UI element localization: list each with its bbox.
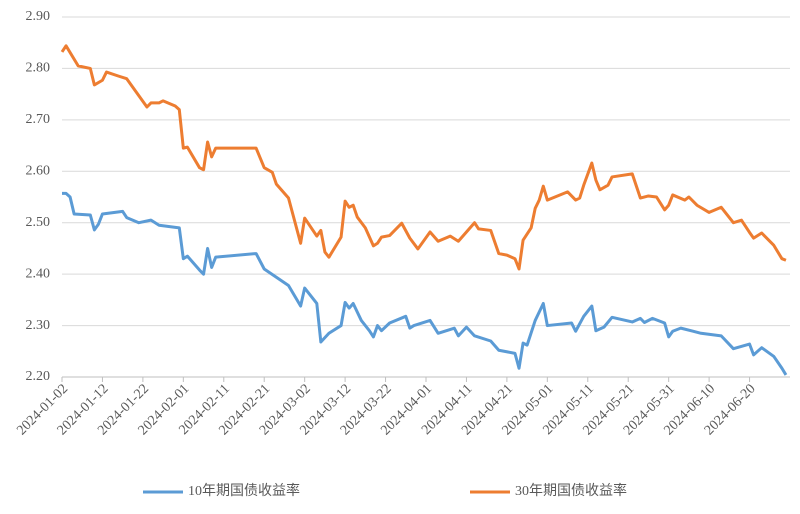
y-tick-label: 2.50 bbox=[26, 215, 51, 230]
y-tick-label: 2.40 bbox=[26, 266, 51, 281]
y-tick-label: 2.20 bbox=[26, 369, 51, 384]
y-tick-label: 2.60 bbox=[26, 164, 51, 179]
series-line bbox=[62, 191, 788, 376]
series-line bbox=[60, 44, 787, 271]
y-tick-label: 2.30 bbox=[26, 318, 51, 333]
y-tick-label: 2.80 bbox=[26, 61, 51, 76]
legend-label: 30年期国债收益率 bbox=[515, 482, 627, 499]
y-tick-label: 2.90 bbox=[26, 9, 51, 24]
y-tick-label: 2.70 bbox=[26, 112, 51, 127]
legend-label: 10年期国债收益率 bbox=[188, 482, 300, 499]
